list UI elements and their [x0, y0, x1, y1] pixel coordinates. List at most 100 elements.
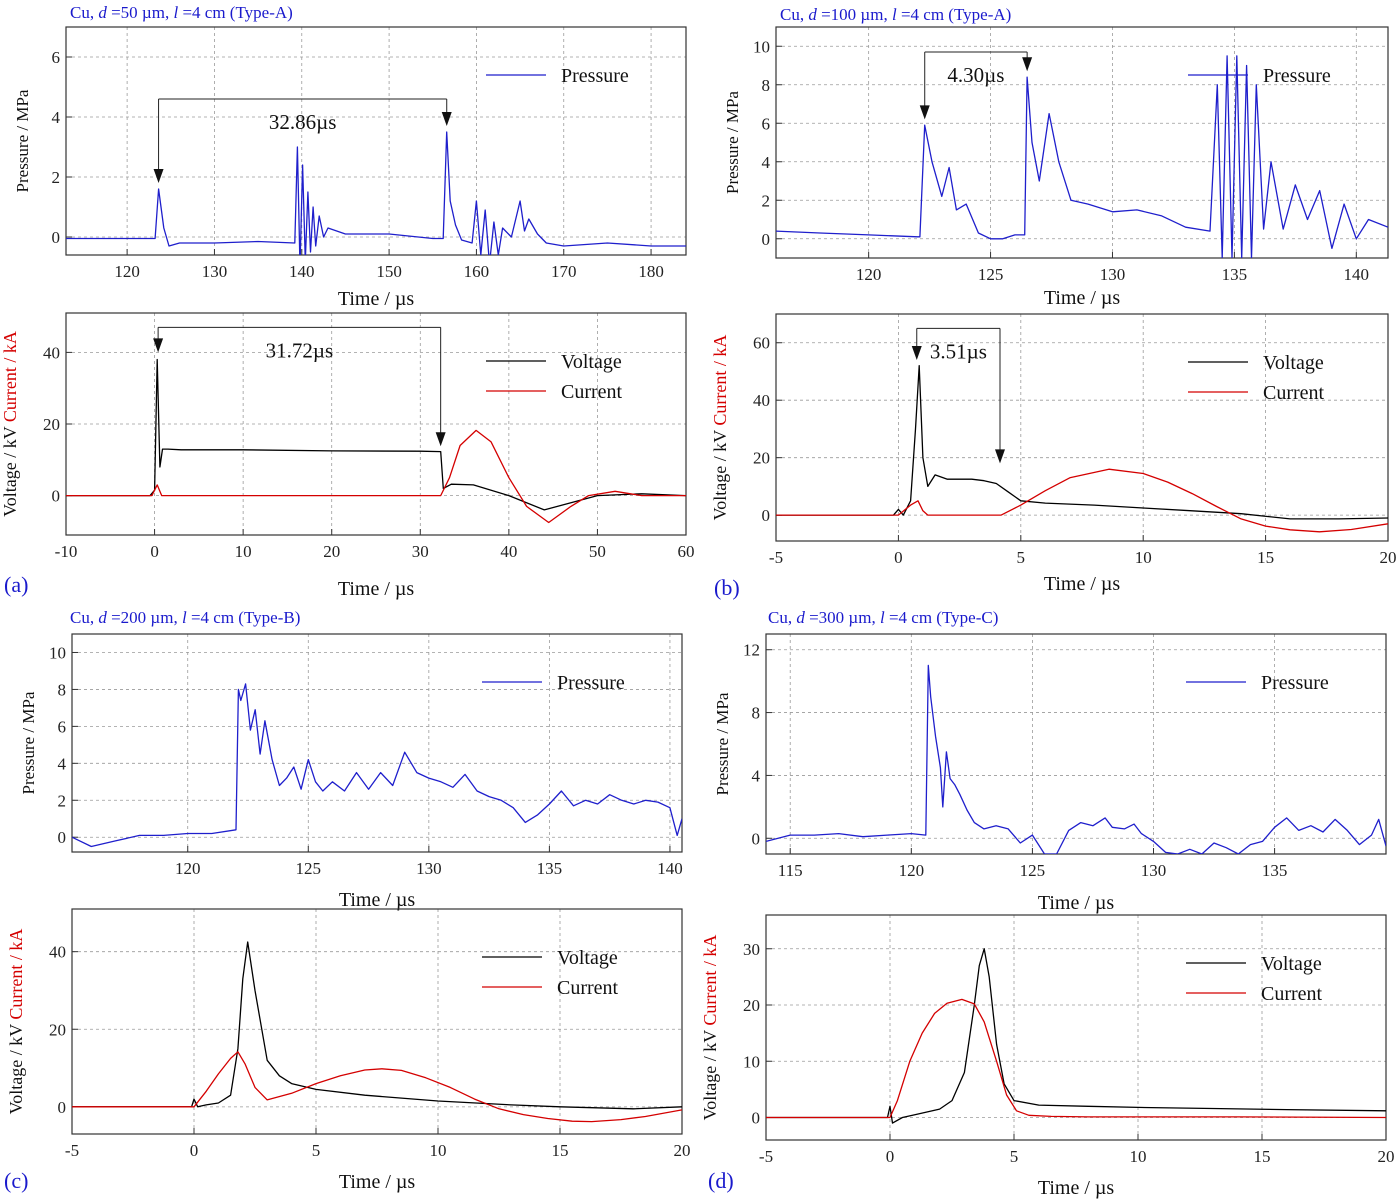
y-tick-label: 2 — [52, 168, 61, 187]
x-tick-label: 140 — [289, 262, 315, 281]
y-axis-label-voltage: Voltage / kV — [710, 430, 730, 521]
x-tick-label: 135 — [537, 859, 563, 878]
series-line-voltage — [766, 948, 1386, 1124]
x-tick-label: 0 — [886, 1147, 895, 1166]
y-tick-label: 30 — [743, 940, 760, 959]
x-tick-label: 10 — [1135, 548, 1152, 567]
y-axis-label-current: Current / kA — [710, 335, 730, 426]
series-line-voltage — [66, 358, 686, 511]
y-axis-label: Voltage / kV Current / kA — [0, 331, 20, 517]
legend-label-current: Current — [1261, 983, 1323, 1005]
legend-label-pressure: Pressure — [561, 65, 629, 87]
x-tick-label: 140 — [657, 859, 683, 878]
x-tick-label: 130 — [416, 859, 442, 878]
title-l-value: =4 cm (Type-B) — [187, 608, 301, 627]
plot-frame — [71, 633, 683, 853]
arrow-head-right — [435, 432, 446, 447]
x-axis-label: Time / µs — [1038, 1177, 1115, 1199]
x-tick-label: 135 — [1262, 861, 1288, 880]
y-tick-label: 10 — [753, 37, 770, 56]
x-tick-label: 120 — [114, 262, 140, 281]
x-tick-label: -5 — [769, 548, 783, 567]
panel-letter-d: (d) — [708, 1168, 734, 1193]
arrow-head-left — [153, 169, 164, 183]
y-tick-label: 2 — [762, 191, 771, 210]
panel-letter-b: (b) — [714, 575, 740, 600]
x-tick-label: 0 — [190, 1141, 199, 1160]
plot-frame — [65, 26, 687, 256]
x-tick-label: 120 — [175, 859, 201, 878]
plot-d-electrical: -5 0 5 10 15 20 0 10 20 30 Time / µs Voltage / kV C… — [700, 914, 1395, 1199]
x-tick-label: 115 — [778, 861, 803, 880]
y-axis-label: Voltage / kV Current / kA — [6, 929, 26, 1115]
y-axis-label-voltage: Voltage / kV — [700, 1030, 720, 1121]
x-tick-label: 125 — [296, 859, 322, 878]
title-l-value: =4 cm (Type-C) — [885, 608, 999, 627]
arrow-head-right — [994, 449, 1005, 464]
arrow-head-left — [911, 345, 922, 360]
series-line-voltage — [776, 365, 1388, 520]
interval-label: 31.72µs — [266, 338, 334, 362]
y-axis-label-voltage: Voltage / kV — [0, 426, 20, 517]
title-d-value: =50 µm, — [107, 3, 174, 22]
series-line-pressure — [66, 131, 686, 255]
plot-frame — [775, 313, 1389, 542]
y-tick-label: 0 — [752, 1109, 761, 1128]
x-tick-label: 20 — [674, 1141, 691, 1160]
title-d: d — [796, 608, 805, 627]
x-tick-label: 60 — [678, 542, 695, 561]
y-tick-label: 8 — [762, 76, 771, 95]
x-tick-label: 120 — [856, 265, 882, 284]
y-tick-label: 0 — [752, 829, 761, 848]
arrow-head-right — [441, 112, 452, 126]
y-tick-label: 4 — [752, 766, 761, 785]
x-tick-label: 15 — [1257, 548, 1274, 567]
x-tick-label: 20 — [323, 542, 340, 561]
title-d-value: =100 µm, — [817, 5, 892, 24]
x-axis-label: Time / µs — [1044, 573, 1121, 595]
plot-frame — [775, 26, 1389, 259]
legend-label-pressure: Pressure — [557, 672, 625, 694]
x-tick-label: 5 — [1010, 1147, 1019, 1166]
x-tick-label: 0 — [894, 548, 903, 567]
legend-label-pressure: Pressure — [1261, 672, 1329, 694]
y-tick-label: 40 — [43, 343, 60, 362]
x-tick-label: 20 — [1380, 548, 1397, 567]
legend-label-current: Current — [1263, 382, 1325, 404]
x-tick-label: 135 — [1222, 265, 1248, 284]
y-tick-label: 0 — [52, 228, 61, 247]
y-axis-label-current: Current / kA — [0, 331, 20, 422]
x-tick-label: 120 — [899, 861, 925, 880]
interval-annotation: 4.30µs — [919, 51, 1033, 120]
interval-annotation: 31.72µs — [153, 326, 446, 447]
panel-title-b: Cu, d =100 µm, l =4 cm (Type-A) — [780, 5, 1011, 24]
plot-frame — [765, 914, 1387, 1141]
x-tick-label: 130 — [1141, 861, 1167, 880]
x-tick-label: 20 — [1378, 1147, 1395, 1166]
x-tick-label: 5 — [312, 1141, 321, 1160]
plot-frame — [71, 908, 683, 1135]
y-tick-label: 0 — [58, 828, 67, 847]
x-tick-label: 0 — [150, 542, 159, 561]
x-tick-label: 40 — [500, 542, 517, 561]
x-tick-label: 130 — [1100, 265, 1126, 284]
y-axis-label: Pressure / MPa — [19, 691, 38, 794]
y-tick-label: 0 — [52, 487, 61, 506]
plot-frame — [765, 633, 1387, 855]
plot-b-electrical: -5 0 5 10 15 20 0 20 40 60 Time / µs Voltage / kV C… — [710, 313, 1397, 595]
title-prefix: Cu, — [70, 608, 98, 627]
y-tick-label: 4 — [762, 153, 771, 172]
y-tick-label: 0 — [762, 230, 771, 249]
y-axis-label-current: Current / kA — [6, 929, 26, 1020]
plot-b-pressure: 120 125 130 135 140 0 2 4 6 8 10 Time / µs Pressure … — [723, 26, 1389, 309]
series-line-current — [72, 1051, 682, 1123]
y-axis-label: Voltage / kV Current / kA — [710, 335, 730, 521]
panel-letter-c: (c) — [4, 1168, 28, 1193]
y-axis-label: Pressure / MPa — [713, 692, 732, 795]
series-line-current — [766, 998, 1386, 1119]
x-axis-label: Time / µs — [338, 288, 415, 310]
x-tick-label: 160 — [464, 262, 490, 281]
legend-label-voltage: Voltage — [1263, 352, 1324, 374]
title-prefix: Cu, — [70, 3, 98, 22]
